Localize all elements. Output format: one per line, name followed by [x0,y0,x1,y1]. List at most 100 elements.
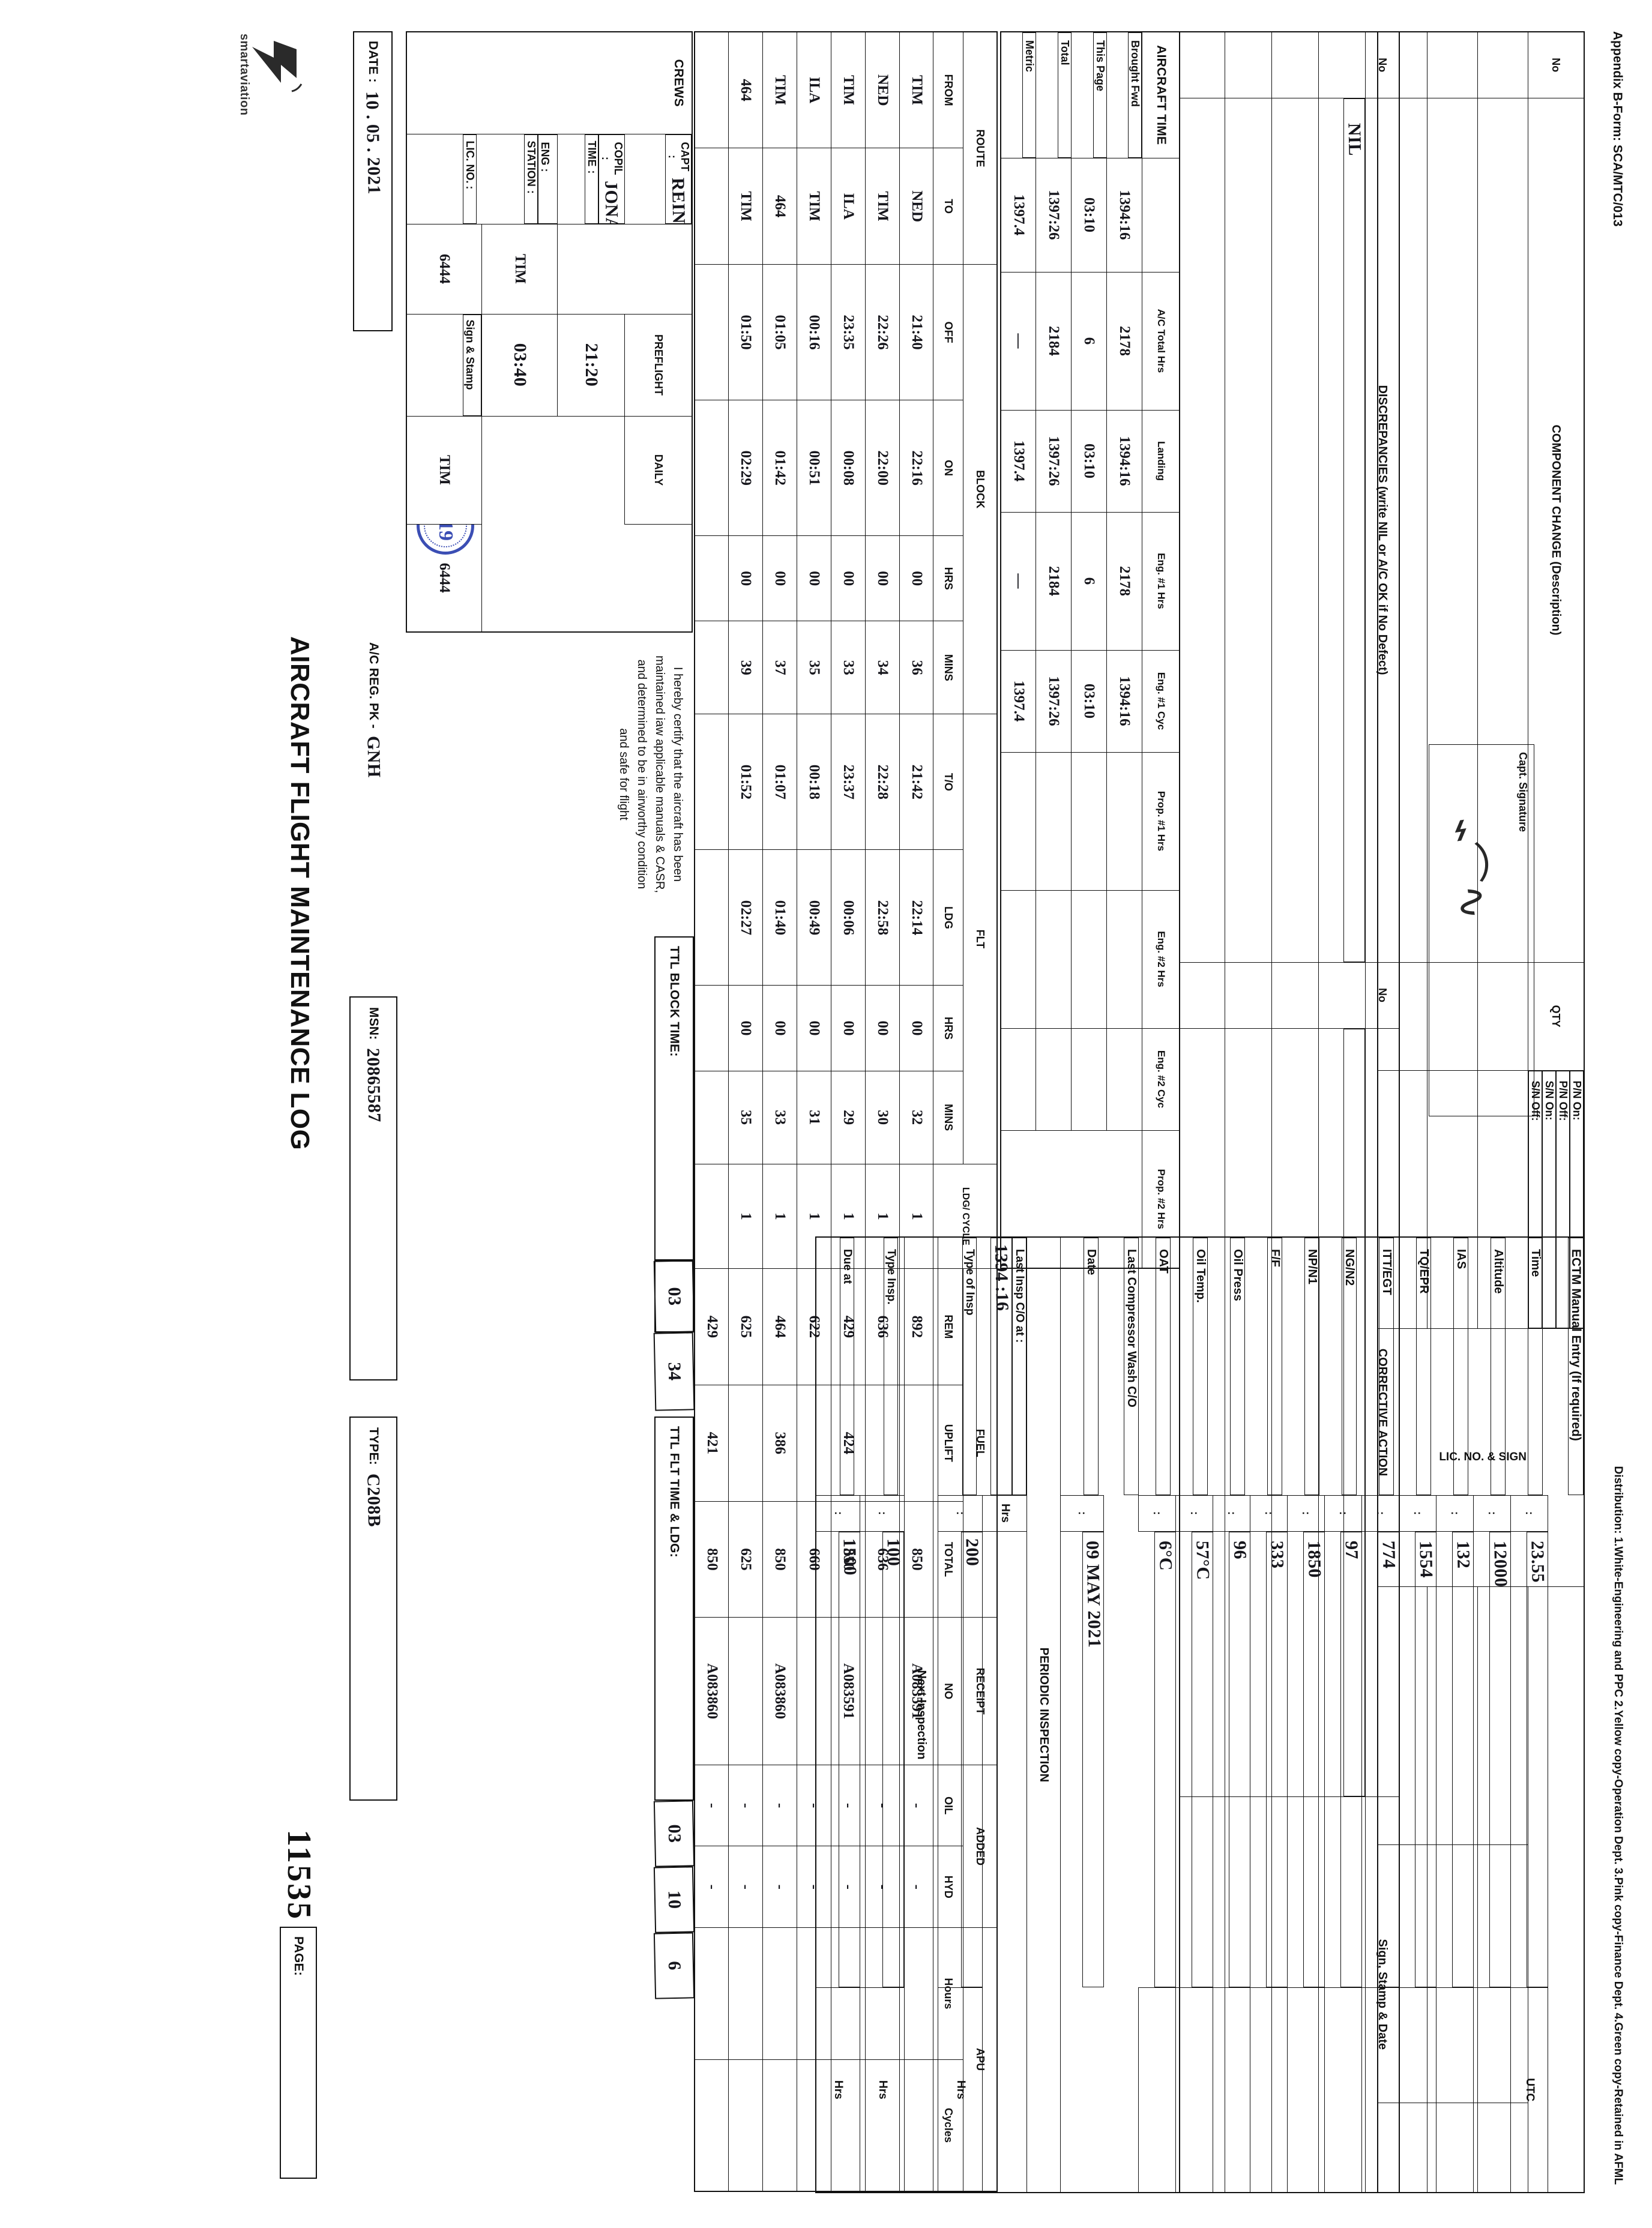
aircraft-time-landing[interactable]: 2178 [1107,272,1142,410]
discrepancy-row-no[interactable] [1225,32,1272,98]
ectm-value-cell[interactable]: 6°C [1154,1531,1176,1987]
flight-cell-block-hrs[interactable]: 00 [728,535,763,621]
flight-cell-takeoff[interactable]: 00:18 [797,714,831,850]
flight-cell-from[interactable]: TIM [831,32,866,148]
aircraft-time-ac-total[interactable]: 03:10 [1072,158,1107,272]
type-box[interactable]: TYPE: C208B [349,1417,397,1801]
flight-cell-block-hrs[interactable]: 00 [831,535,866,621]
discrepancy-row-no[interactable] [1180,32,1225,98]
ectm-value-cell[interactable]: 96 [1229,1531,1250,1987]
discrepancy-row-text[interactable] [1272,98,1319,962]
flight-cell-on[interactable]: 22:00 [865,400,900,536]
flight-cell-flt-hrs[interactable]: 00 [728,985,763,1071]
aircraft-time-ac-total[interactable]: 1397.4 [1001,158,1036,272]
aircraft-time-prop1-hrs[interactable]: 03:10 [1072,650,1107,752]
flight-cell-takeoff[interactable] [695,714,729,850]
flight-cell-to[interactable]: TIM [797,148,831,265]
aircraft-time-eng1-hrs[interactable]: 1394:16 [1107,410,1142,512]
aircraft-time-ac-total[interactable]: 1397:26 [1036,158,1072,272]
flight-cell-off[interactable]: 22:26 [865,264,900,400]
aircraft-time-prop1-hrs[interactable]: 1394:16 [1107,650,1142,752]
flight-cell-fuel-total[interactable]: 850 [762,1501,797,1618]
component-row-no[interactable] [1427,32,1478,98]
corrective-row-no[interactable] [1272,962,1319,1028]
flight-cell-flt-hrs[interactable]: 00 [831,985,866,1071]
flight-cell-to[interactable]: NED [899,148,933,265]
aircraft-time-prop2-hrs[interactable] [1036,1028,1072,1130]
flight-cell-off[interactable] [695,264,729,400]
flight-cell-oil-added[interactable]: - [695,1765,729,1846]
flight-cell-fuel-uplift[interactable]: 421 [695,1385,729,1502]
flight-cell-flt-hrs[interactable]: 00 [762,985,797,1071]
flight-cell-apu-hours[interactable] [695,1927,729,2060]
flight-cell-block-mins[interactable]: 34 [865,621,900,714]
flight-cell-ldg-cycle[interactable] [695,1164,729,1269]
aircraft-time-eng1-cyc[interactable]: 6 [1072,512,1107,650]
flight-cell-flt-hrs[interactable] [695,985,729,1071]
aircraft-time-eng2-hrs[interactable] [1036,752,1072,890]
flight-cell-from[interactable]: NED [865,32,900,148]
flight-cell-apu-cycles[interactable] [728,2059,763,2191]
ectm-value-cell[interactable]: 1554 [1415,1531,1436,1987]
component-row-desc[interactable] [1378,98,1427,962]
flight-cell-landing[interactable]: 00:49 [797,849,831,986]
ectm-value-cell[interactable]: 12000 [1489,1531,1511,1987]
ectm-value-cell[interactable]: 333 [1266,1531,1288,1987]
aircraft-time-prop1-hrs[interactable]: 1397.4 [1001,650,1036,752]
flight-cell-landing[interactable]: 22:14 [899,849,933,986]
aircraft-time-eng2-cyc[interactable] [1107,890,1142,1028]
flight-cell-block-mins[interactable] [695,621,729,714]
aircraft-time-prop2-hrs[interactable] [1001,1028,1036,1130]
flight-cell-fuel-total[interactable]: 850 [695,1501,729,1618]
flight-cell-takeoff[interactable]: 01:52 [728,714,763,850]
ectm-value-cell[interactable]: 774 [1378,1531,1399,1987]
flight-cell-block-hrs[interactable]: 00 [762,535,797,621]
aircraft-time-landing[interactable]: — [1001,272,1036,410]
flight-cell-flt-mins[interactable]: 30 [865,1071,900,1164]
aircraft-time-ac-total[interactable]: 1394:16 [1107,158,1142,272]
aircraft-time-eng2-cyc[interactable] [1072,890,1107,1028]
flight-cell-from[interactable]: TIM [899,32,933,148]
flight-cell-off[interactable]: 21:40 [899,264,933,400]
flight-cell-from[interactable]: 464 [728,32,763,148]
flight-cell-ldg-cycle[interactable]: 1 [762,1164,797,1269]
flight-cell-block-hrs[interactable]: 00 [797,535,831,621]
flight-cell-block-mins[interactable]: 33 [831,621,866,714]
flight-cell-flt-mins[interactable]: 35 [728,1071,763,1164]
discrepancy-row-no[interactable] [1319,32,1366,98]
aircraft-time-eng2-cyc[interactable] [1001,890,1036,1028]
flight-cell-fuel-total[interactable]: 625 [728,1501,763,1618]
aircraft-time-eng2-hrs[interactable] [1072,752,1107,890]
flight-cell-on[interactable]: 00:51 [797,400,831,536]
aircraft-time-eng1-cyc[interactable]: — [1001,512,1036,650]
flight-cell-landing[interactable]: 02:27 [728,849,763,986]
aircraft-time-eng1-cyc[interactable]: 2178 [1107,512,1142,650]
aircraft-time-prop2-hrs[interactable] [1072,1028,1107,1130]
flight-cell-block-hrs[interactable]: 00 [865,535,900,621]
ectm-value-cell[interactable]: 57°C [1192,1531,1213,1987]
flight-cell-apu-cycles[interactable] [762,2059,797,2191]
flight-cell-apu-cycles[interactable] [695,2059,729,2191]
flight-cell-on[interactable] [695,400,729,536]
aircraft-time-eng2-hrs[interactable] [1001,752,1036,890]
flight-cell-takeoff[interactable]: 22:28 [865,714,900,850]
flight-cell-to[interactable]: 464 [762,148,797,265]
flight-cell-to[interactable]: ILA [831,148,866,265]
flight-cell-flt-mins[interactable]: 32 [899,1071,933,1164]
discrepancy-row-text[interactable] [1225,98,1272,962]
msn-box[interactable]: MSN: 20865587 [349,996,397,1380]
flight-cell-on[interactable]: 22:16 [899,400,933,536]
flight-cell-block-mins[interactable]: 39 [728,621,763,714]
flight-cell-receipt-no[interactable]: A083860 [695,1617,729,1765]
flight-cell-to[interactable]: TIM [728,148,763,265]
flight-cell-on[interactable]: 01:42 [762,400,797,536]
flight-cell-ldg-cycle[interactable]: 1 [728,1164,763,1269]
flight-cell-oil-added[interactable]: - [762,1765,797,1846]
aircraft-time-eng1-hrs[interactable]: 1397:26 [1036,410,1072,512]
aircraft-time-eng2-cyc[interactable] [1036,890,1072,1028]
flight-cell-block-mins[interactable]: 35 [797,621,831,714]
corrective-row-no[interactable] [1225,962,1272,1028]
flight-cell-hyd-added[interactable]: - [695,1846,729,1928]
flight-cell-landing[interactable]: 01:40 [762,849,797,986]
aircraft-time-eng1-hrs[interactable]: 1397.4 [1001,410,1036,512]
